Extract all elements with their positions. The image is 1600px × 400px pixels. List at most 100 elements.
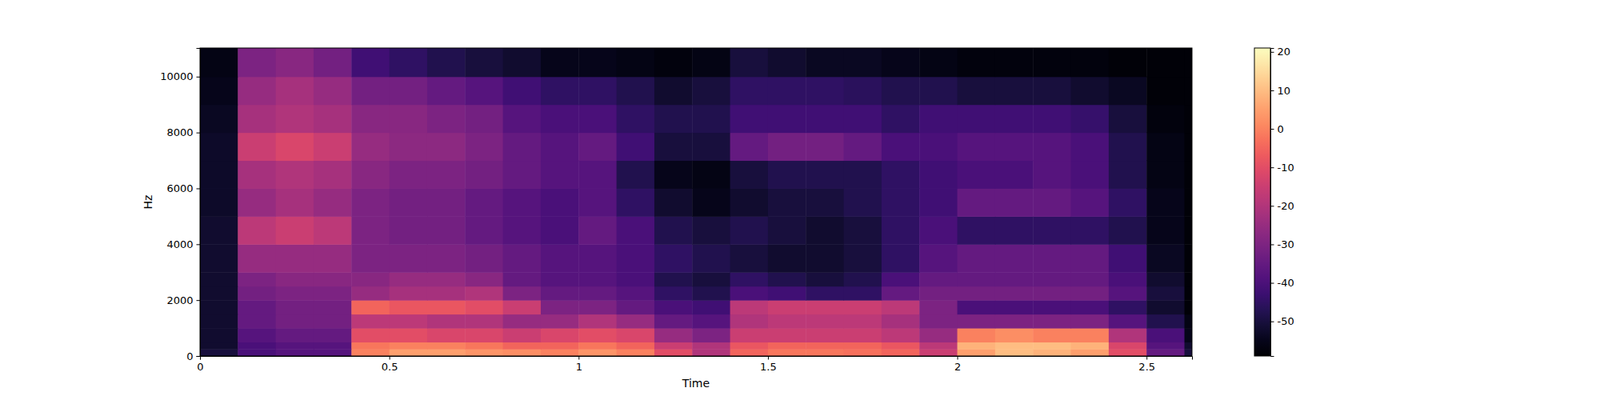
tick-mark xyxy=(1146,356,1148,360)
cell xyxy=(1032,286,1072,301)
cell xyxy=(1108,104,1148,133)
cell xyxy=(730,76,769,105)
cell xyxy=(503,286,542,301)
tick: 1 xyxy=(576,356,583,373)
cell xyxy=(464,342,504,350)
cell xyxy=(464,328,504,343)
cell xyxy=(805,286,844,301)
cell xyxy=(1146,348,1185,356)
cell xyxy=(389,188,428,216)
cell xyxy=(844,48,883,77)
tick-mark xyxy=(196,132,201,134)
cell xyxy=(1146,48,1185,77)
cell xyxy=(1108,342,1148,350)
tick: -10 xyxy=(1270,161,1295,174)
tick: 1.5 xyxy=(760,356,777,373)
cell xyxy=(578,160,617,189)
cell xyxy=(919,216,958,244)
cell xyxy=(313,188,352,216)
cell xyxy=(276,328,315,343)
cell xyxy=(389,76,428,105)
cell xyxy=(1071,348,1110,356)
cell xyxy=(730,48,769,77)
cell xyxy=(427,160,466,189)
cell xyxy=(540,348,580,356)
cell xyxy=(237,286,276,301)
cell xyxy=(805,188,844,216)
cell xyxy=(919,160,958,189)
cell xyxy=(1071,286,1110,301)
cell xyxy=(389,314,428,329)
cell xyxy=(1146,76,1185,105)
cell xyxy=(692,244,731,272)
cell xyxy=(730,216,769,244)
cell xyxy=(805,328,844,343)
cell xyxy=(692,328,731,343)
cell xyxy=(313,300,352,315)
cell xyxy=(313,272,352,287)
cell xyxy=(616,160,656,189)
cell xyxy=(237,300,276,315)
cell xyxy=(805,272,844,287)
cell xyxy=(730,348,769,356)
cell xyxy=(616,188,656,216)
cell xyxy=(844,132,883,161)
cell xyxy=(692,216,731,244)
cell xyxy=(654,48,693,77)
cell xyxy=(237,328,276,343)
cell xyxy=(1108,244,1148,272)
cell xyxy=(1032,342,1072,350)
cell xyxy=(389,272,428,287)
cell xyxy=(427,342,466,350)
cell xyxy=(957,104,996,133)
cell xyxy=(578,48,617,77)
cell xyxy=(1108,48,1148,77)
cell xyxy=(1071,300,1110,315)
cell xyxy=(540,314,580,329)
tick-mark xyxy=(1270,205,1275,207)
cell xyxy=(237,272,276,287)
cell xyxy=(692,342,731,350)
colorbar-axis: -50-40-30-20-1001020 xyxy=(1270,45,1295,356)
cell xyxy=(578,328,617,343)
cell xyxy=(1071,132,1110,161)
cell xyxy=(276,104,315,133)
cell xyxy=(995,188,1034,216)
cell xyxy=(1146,300,1185,315)
cell xyxy=(389,328,428,343)
cell xyxy=(616,348,656,356)
cell xyxy=(1032,188,1072,216)
cell xyxy=(276,188,315,216)
tick-mark xyxy=(578,356,580,360)
cell xyxy=(1146,342,1185,350)
cell xyxy=(805,104,844,133)
cell xyxy=(1032,348,1072,356)
tick: 2.5 xyxy=(1138,356,1156,373)
cell xyxy=(540,104,580,133)
cell xyxy=(1184,48,1192,77)
cell xyxy=(237,348,276,356)
cell xyxy=(503,328,542,343)
cell xyxy=(768,216,807,244)
cell xyxy=(427,328,466,343)
tick: -20 xyxy=(1270,200,1295,212)
cell xyxy=(200,160,239,189)
tick: 2 xyxy=(954,356,961,373)
cell xyxy=(351,300,390,315)
tick-label: -10 xyxy=(1277,161,1295,174)
tick-label: -40 xyxy=(1277,276,1295,289)
cell xyxy=(464,188,504,216)
cell xyxy=(805,244,844,272)
cell xyxy=(730,244,769,272)
cell xyxy=(200,216,239,244)
cell xyxy=(1071,104,1110,133)
cell xyxy=(427,48,466,77)
cell xyxy=(805,132,844,161)
cell xyxy=(464,300,504,315)
cell xyxy=(844,286,883,301)
tick-mark xyxy=(196,300,201,301)
cell xyxy=(654,216,693,244)
cell xyxy=(957,314,996,329)
cell xyxy=(768,272,807,287)
cell xyxy=(616,314,656,329)
